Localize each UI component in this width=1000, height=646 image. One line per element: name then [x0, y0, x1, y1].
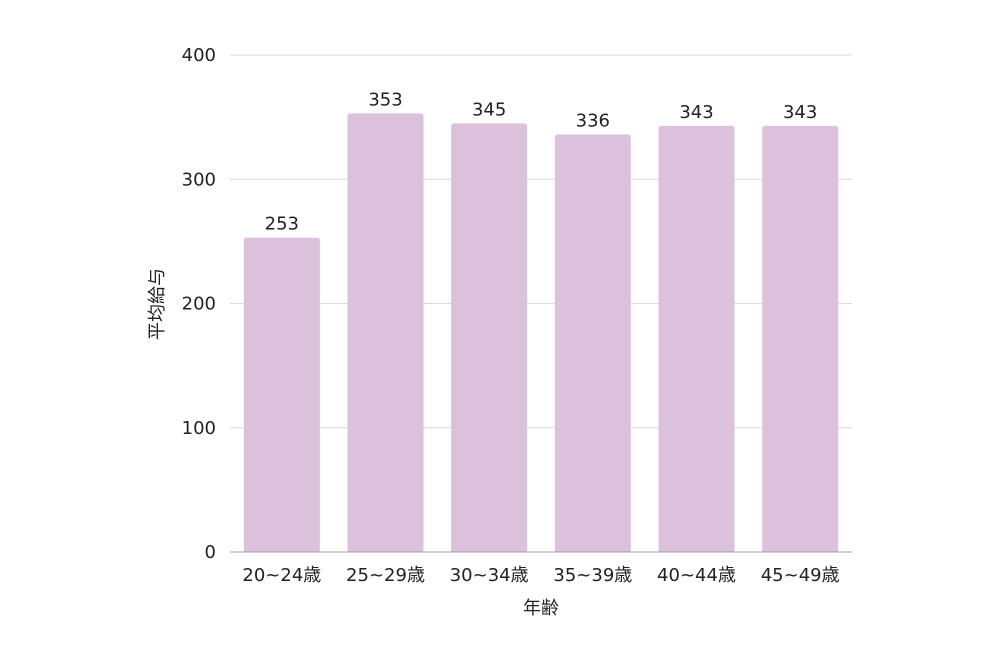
gridlines	[230, 54, 852, 429]
bar-value-label: 343	[679, 102, 713, 123]
x-tick-label: 25~29歳	[346, 565, 425, 586]
x-tick-label: 35~39歳	[553, 565, 632, 586]
y-tick-label: 400	[182, 45, 216, 66]
bar	[762, 125, 839, 552]
y-tick-label: 0	[205, 542, 216, 563]
x-axis-title: 年齢	[523, 598, 559, 619]
bar-value-label: 345	[472, 99, 506, 120]
bar	[347, 113, 424, 553]
y-axis-title: 平均給与	[147, 268, 168, 340]
y-axis-ticks: 0 100 200 300 400	[182, 45, 216, 563]
bar-value-label: 353	[368, 89, 402, 110]
x-tick-label: 40~44歳	[657, 565, 736, 586]
bar-value-label: 336	[576, 111, 610, 132]
bar-value-label: 253	[265, 214, 299, 235]
bar-value-label: 343	[783, 102, 817, 123]
x-axis-ticks: 20~24歳 25~29歳 30~34歳 35~39歳 40~44歳 45~49歳	[242, 565, 839, 586]
x-tick-label: 20~24歳	[242, 565, 321, 586]
x-tick-label: 30~34歳	[450, 565, 529, 586]
x-tick-label: 45~49歳	[761, 565, 840, 586]
bar	[451, 123, 528, 553]
bar	[554, 134, 631, 552]
bar	[243, 237, 320, 552]
y-tick-label: 100	[182, 418, 216, 439]
y-tick-label: 300	[182, 169, 216, 190]
bars	[243, 113, 839, 553]
data-labels: 253 353 345 336 343 343	[265, 89, 818, 234]
bar	[658, 125, 735, 552]
y-tick-label: 200	[182, 294, 216, 315]
